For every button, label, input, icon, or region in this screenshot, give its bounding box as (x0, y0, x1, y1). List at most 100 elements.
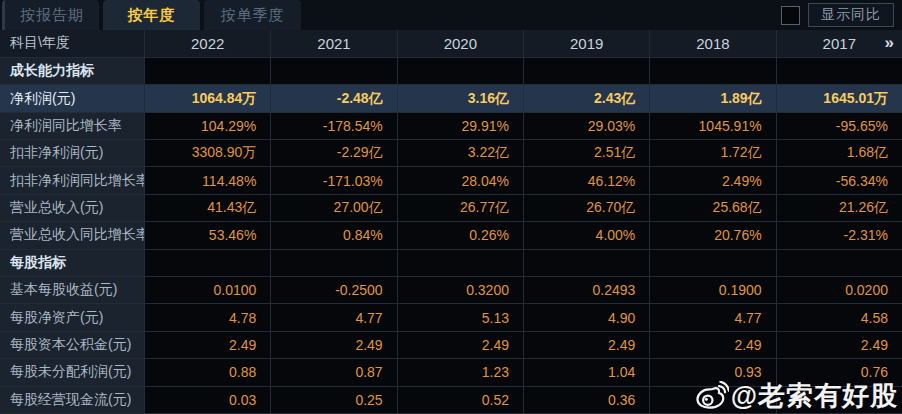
value-cell (398, 250, 524, 276)
row-label: 营业总收入(元) (0, 195, 145, 221)
value-cell: 0.3200 (398, 277, 524, 303)
row-label: 每股净资产(元) (0, 304, 145, 330)
table-row[interactable]: 每股指标 (0, 250, 902, 277)
value-cell: 5.13 (398, 304, 524, 330)
value-cell: 2.49 (524, 332, 650, 358)
value-cell: 1.23 (398, 359, 524, 385)
value-cell: 1.04 (524, 359, 650, 385)
financial-table: 科目\年度 2022 2021 2020 2019 2018 2017 » 成长… (0, 30, 902, 414)
row-label: 每股指标 (0, 250, 145, 276)
value-cell: 1064.84万 (145, 85, 271, 111)
value-cell: 2.49% (650, 167, 776, 193)
table-row[interactable]: 净利润(元)1064.84万-2.48亿3.16亿2.43亿1.89亿1645.… (0, 85, 902, 112)
value-cell (650, 250, 776, 276)
year-header-2021: 2021 (271, 30, 397, 57)
table-header-row: 科目\年度 2022 2021 2020 2019 2018 2017 » (0, 30, 902, 58)
value-cell: -178.54% (271, 113, 397, 139)
value-cell: 0.03 (145, 387, 271, 413)
value-cell: -2.29亿 (271, 140, 397, 166)
more-years-arrow-icon[interactable]: » (885, 33, 894, 53)
value-cell (145, 58, 271, 84)
table-row[interactable]: 基本每股收益(元)0.0100-0.25000.32000.24930.1900… (0, 277, 902, 304)
value-cell: 3308.90万 (145, 140, 271, 166)
value-cell: 4.00% (524, 222, 650, 248)
year-header-2019: 2019 (524, 30, 650, 57)
row-label: 每股未分配利润(元) (0, 359, 145, 385)
value-cell (524, 250, 650, 276)
year-header-2017: 2017 » (777, 30, 902, 57)
value-cell: 0.88 (145, 359, 271, 385)
value-cell: 27.00亿 (271, 195, 397, 221)
row-label: 每股经营现金流(元) (0, 387, 145, 413)
value-cell: 2.49 (145, 332, 271, 358)
tab-by-report-period[interactable]: 按报告期 (2, 0, 99, 30)
value-cell (650, 387, 776, 413)
table-row[interactable]: 每股资本公积金(元)2.492.492.492.492.492.49 (0, 332, 902, 359)
value-cell: 114.48% (145, 167, 271, 193)
row-label: 净利润同比增长率 (0, 113, 145, 139)
year-header-2017-label: 2017 (823, 35, 856, 52)
value-cell: 25.68亿 (650, 195, 776, 221)
value-cell (145, 250, 271, 276)
value-cell: 1.89亿 (650, 85, 776, 111)
value-cell: 0.26% (398, 222, 524, 248)
value-cell: 1.68亿 (777, 140, 902, 166)
year-header-2020: 2020 (398, 30, 524, 57)
value-cell: 2.49 (777, 332, 902, 358)
value-cell: 104.29% (145, 113, 271, 139)
value-cell: 41.43亿 (145, 195, 271, 221)
value-cell (398, 58, 524, 84)
value-cell: 0.25 (271, 387, 397, 413)
value-cell: 2.49 (398, 332, 524, 358)
value-cell: 4.77 (271, 304, 397, 330)
row-label: 扣非净利润同比增长率 (0, 167, 145, 193)
value-cell: 21.26亿 (777, 195, 902, 221)
year-header-2018: 2018 (650, 30, 776, 57)
table-row[interactable]: 每股未分配利润(元)0.880.871.231.040.930.76 (0, 359, 902, 386)
financial-report-panel: 按报告期 按年度 按单季度 显示同比 科目\年度 2022 2021 2020 … (0, 0, 902, 414)
value-cell: 0.0200 (777, 277, 902, 303)
yoy-controls: 显示同比 (781, 3, 894, 27)
value-cell: 4.58 (777, 304, 902, 330)
value-cell: 0.52 (398, 387, 524, 413)
value-cell: -0.2500 (271, 277, 397, 303)
table-row[interactable]: 净利润同比增长率104.29%-178.54%29.91%29.03%1045.… (0, 113, 902, 140)
value-cell: 26.77亿 (398, 195, 524, 221)
value-cell (524, 58, 650, 84)
value-cell: 0.76 (777, 359, 902, 385)
tab-bar: 按报告期 按年度 按单季度 显示同比 (0, 0, 902, 30)
value-cell: 4.90 (524, 304, 650, 330)
value-cell: 26.70亿 (524, 195, 650, 221)
value-cell: 0.1900 (650, 277, 776, 303)
show-yoy-label[interactable]: 显示同比 (808, 3, 894, 27)
value-cell: 0.87 (271, 359, 397, 385)
table-row[interactable]: 扣非净利润同比增长率114.48%-171.03%28.04%46.12%2.4… (0, 167, 902, 194)
row-label: 净利润(元) (0, 85, 145, 111)
value-cell: 1.72亿 (650, 140, 776, 166)
value-cell: 0.84% (271, 222, 397, 248)
table-row[interactable]: 每股净资产(元)4.784.775.134.904.774.58 (0, 304, 902, 331)
value-cell: 3.16亿 (398, 85, 524, 111)
value-cell (650, 58, 776, 84)
row-label: 扣非净利润(元) (0, 140, 145, 166)
value-cell: 0.0100 (145, 277, 271, 303)
value-cell (271, 58, 397, 84)
value-cell: 53.46% (145, 222, 271, 248)
row-label: 基本每股收益(元) (0, 277, 145, 303)
value-cell (777, 250, 902, 276)
tab-by-quarter[interactable]: 按单季度 (204, 0, 301, 30)
value-cell: -171.03% (271, 167, 397, 193)
show-yoy-checkbox[interactable] (781, 6, 800, 25)
value-cell (271, 250, 397, 276)
table-row[interactable]: 成长能力指标 (0, 58, 902, 85)
table-row[interactable]: 扣非净利润(元)3308.90万-2.29亿3.22亿2.51亿1.72亿1.6… (0, 140, 902, 167)
table-row[interactable]: 营业总收入(元)41.43亿27.00亿26.77亿26.70亿25.68亿21… (0, 195, 902, 222)
row-label: 营业总收入同比增长率 (0, 222, 145, 248)
tab-by-year[interactable]: 按年度 (103, 0, 200, 30)
table-row[interactable]: 每股经营现金流(元)0.030.250.520.36 (0, 387, 902, 414)
row-label: 成长能力指标 (0, 58, 145, 84)
value-cell: 4.78 (145, 304, 271, 330)
value-cell: 0.36 (524, 387, 650, 413)
value-cell: 2.43亿 (524, 85, 650, 111)
table-row[interactable]: 营业总收入同比增长率53.46%0.84%0.26%4.00%20.76%-2.… (0, 222, 902, 249)
